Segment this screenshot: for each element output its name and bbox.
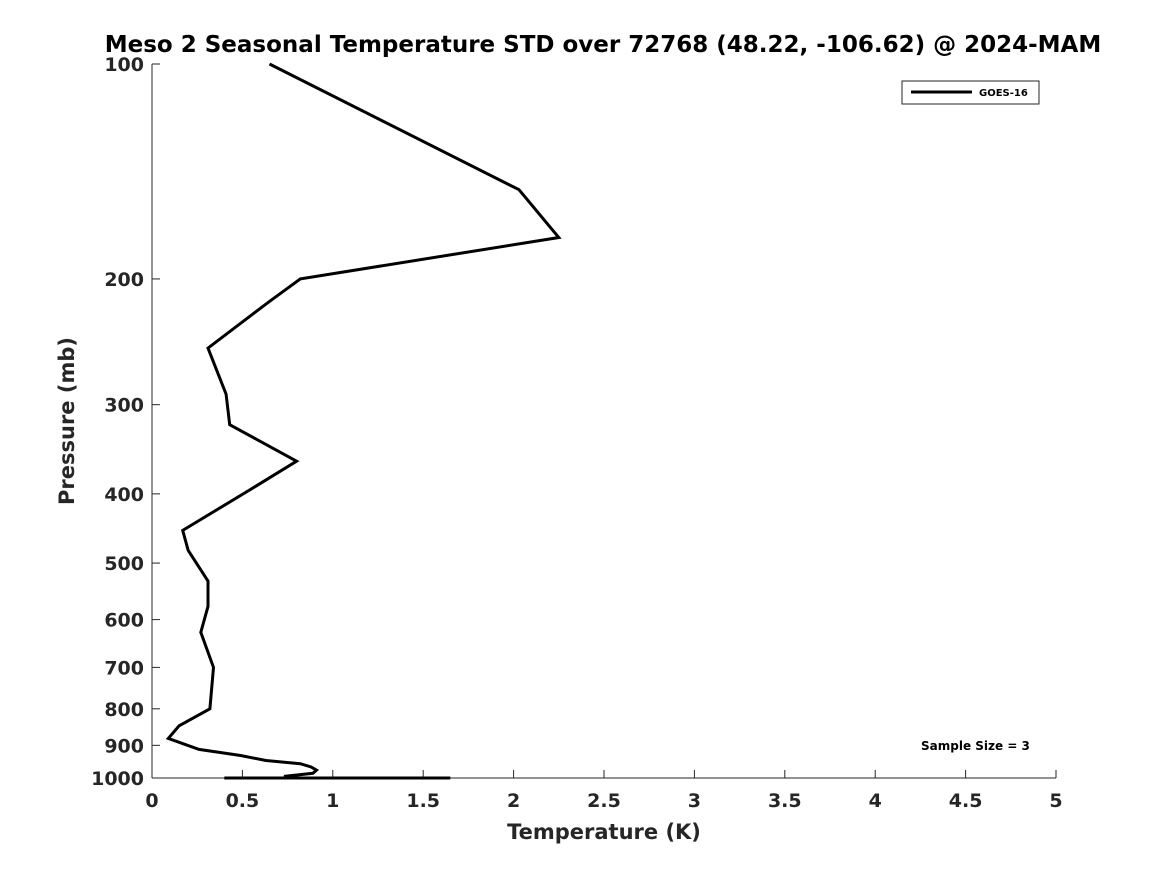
x-tick-label: 1.5 [406,790,440,812]
legend-label-goes-16: GOES-16 [979,88,1028,99]
series-layer [165,62,562,780]
y-tick-label: 700 [104,657,144,679]
series-line-goes-16 [165,62,562,780]
y-tick-label: 500 [104,553,144,575]
x-tick-label: 1 [326,790,339,812]
y-tick-label: 100 [104,54,144,76]
y-axis-ticks: 100 200 300 400 500 600 700 800 900 1000 [91,54,160,790]
x-tick-label: 0.5 [226,790,260,812]
chart-title: Meso 2 Seasonal Temperature STD over 727… [105,32,1102,58]
y-tick-label: 900 [104,735,144,757]
x-tick-label: 2.5 [587,790,621,812]
y-tick-label: 600 [104,610,144,632]
y-tick-label: 400 [104,484,144,506]
legend: GOES-16 [901,80,1040,105]
y-tick-label: 800 [104,699,144,721]
x-axis-title: Temperature (K) [507,820,701,844]
x-tick-label: 3 [688,790,701,812]
x-axis-ticks: 0 0.5 1 1.5 2 2.5 3 3.5 4 4.5 5 [145,770,1063,812]
x-tick-label: 4.5 [949,790,983,812]
y-axis-title: Pressure (mb) [55,337,79,505]
y-tick-label: 200 [104,269,144,291]
y-tick-label: 300 [104,395,144,417]
x-tick-label: 3.5 [768,790,802,812]
x-tick-label: 5 [1049,790,1062,812]
plot-area [151,64,1056,779]
x-tick-label: 4 [869,790,882,812]
sample-size-annotation: Sample Size = 3 [921,739,1030,753]
x-tick-label: 2 [507,790,520,812]
y-tick-label: 1000 [91,768,144,790]
x-tick-label: 0 [145,790,158,812]
